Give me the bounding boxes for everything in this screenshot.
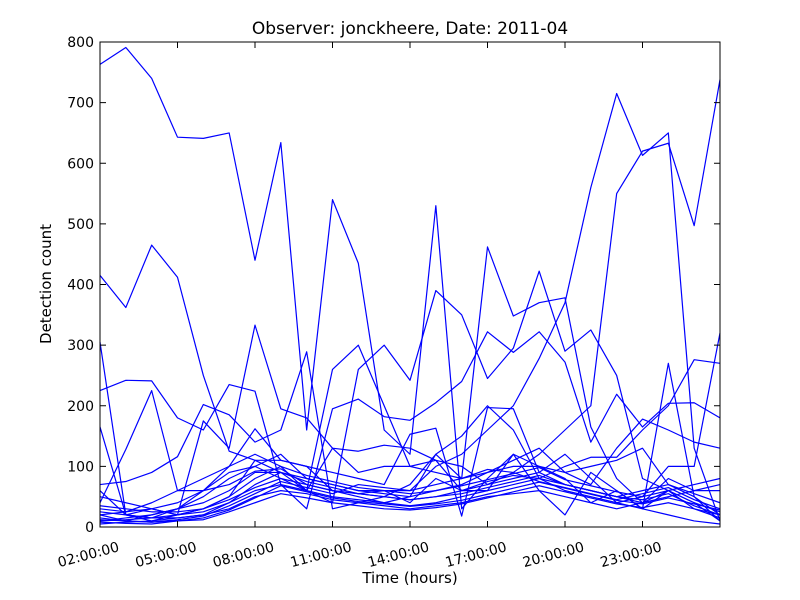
series-line-7 [99,331,721,510]
series-line-12 [99,418,721,522]
series-line-2 [99,244,721,522]
y-tick-label: 800 [67,35,94,51]
series-line-11 [99,332,721,517]
series-line-13 [99,359,721,516]
series-line-19 [99,485,721,523]
y-tick-label: 700 [67,96,94,112]
chart-title: Observer: jonckheere, Date: 2011-04 [252,19,568,39]
y-tick-label: 100 [67,459,94,475]
series-line-17 [99,481,721,525]
y-tick-label: 300 [67,338,94,354]
series-line-20 [99,471,721,519]
series-line-18 [99,465,721,513]
y-tick-label: 0 [85,520,94,536]
y-tick-label: 400 [67,278,94,294]
series-lines [99,46,721,525]
y-tick-label: 200 [67,399,94,415]
y-axis: 0 100 200 300 400 500 600 700 800 [67,35,720,536]
y-tick-label: 500 [67,217,94,233]
series-line-9 [99,351,721,516]
y-axis-label: Detection count [37,224,55,344]
y-tick-label: 600 [67,156,94,172]
x-axis-label: Time (hours) [361,569,457,587]
